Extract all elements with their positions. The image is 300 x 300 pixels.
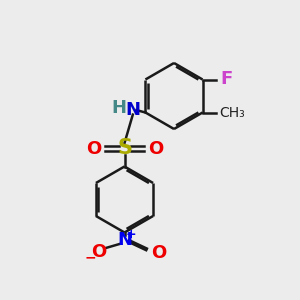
Text: CH₃: CH₃ <box>220 106 245 119</box>
Text: H: H <box>111 99 126 117</box>
Text: F: F <box>220 70 233 88</box>
Text: O: O <box>148 140 163 158</box>
Text: −: − <box>85 250 96 264</box>
Text: S: S <box>117 139 132 158</box>
Text: O: O <box>86 140 101 158</box>
Text: O: O <box>92 243 106 261</box>
Text: O: O <box>152 244 167 262</box>
Text: +: + <box>126 227 136 241</box>
Text: N: N <box>117 231 132 249</box>
Text: N: N <box>125 101 140 119</box>
